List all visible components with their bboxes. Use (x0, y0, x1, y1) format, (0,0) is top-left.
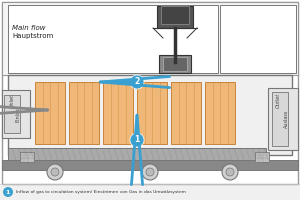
Bar (4, 95, 20, 133)
Bar (2, 90, 30, 138)
Bar (137, 82, 167, 144)
Bar (220, 5, 296, 73)
Bar (8, 148, 266, 160)
Bar (2, 2, 298, 75)
Text: Hauptstrom: Hauptstrom (12, 33, 53, 39)
Text: Main flow: Main flow (12, 25, 46, 31)
Circle shape (51, 168, 59, 176)
Text: Inflow of gas to circulation system/ Einströmen von Gas in das Umwälzsystem: Inflow of gas to circulation system/ Ein… (16, 190, 186, 194)
Bar (163, 57, 187, 71)
Text: Auslass: Auslass (284, 110, 289, 128)
Bar (35, 82, 65, 144)
Circle shape (142, 164, 158, 180)
Text: 1: 1 (6, 190, 10, 194)
Bar (69, 82, 99, 144)
Circle shape (130, 75, 144, 89)
Bar (205, 82, 235, 144)
Bar (2, 160, 298, 170)
Circle shape (222, 164, 238, 180)
Bar (272, 92, 288, 146)
Circle shape (47, 164, 63, 180)
Bar (159, 55, 191, 73)
Bar (103, 82, 133, 144)
Text: Inlet: Inlet (10, 95, 14, 105)
Bar (161, 6, 189, 24)
Circle shape (146, 168, 154, 176)
Text: Outlet: Outlet (275, 92, 281, 108)
Bar (268, 88, 298, 150)
Circle shape (3, 187, 13, 197)
Bar (0, 184, 300, 200)
Bar (171, 82, 201, 144)
Circle shape (130, 133, 144, 147)
Bar (8, 5, 218, 73)
Text: Einlass: Einlass (16, 106, 20, 122)
Text: 1: 1 (134, 136, 140, 144)
Bar (8, 75, 292, 155)
Text: 2: 2 (134, 77, 140, 86)
Bar (255, 152, 269, 162)
Circle shape (226, 168, 234, 176)
Bar (20, 152, 34, 162)
Bar (157, 6, 193, 28)
